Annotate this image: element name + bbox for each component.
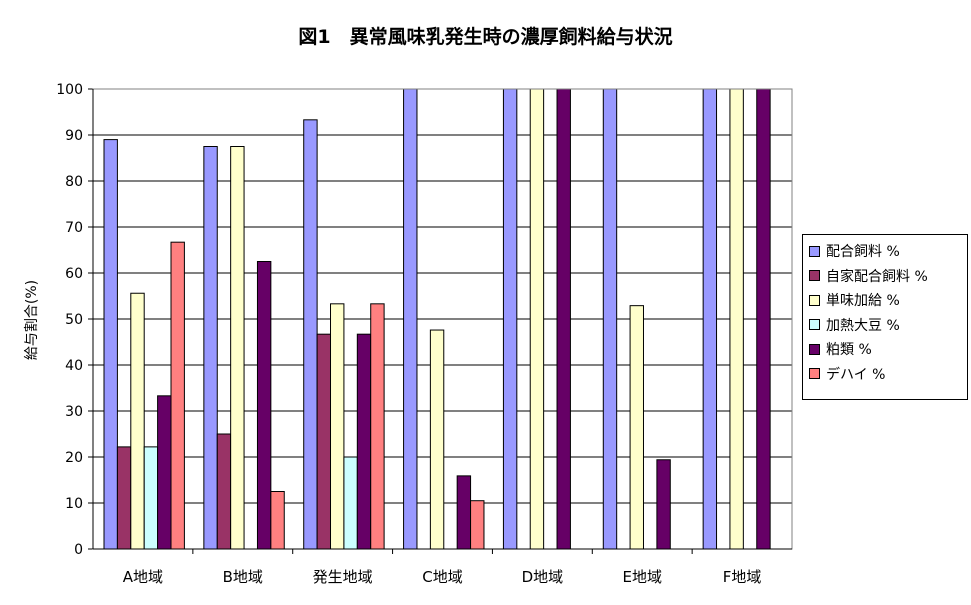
y-tick-label: 100 [56, 82, 83, 98]
legend-swatch [809, 368, 820, 380]
legend: 配合飼料 % 自家配合飼料 % 単味加給 % 加熱大豆 % 粕類 % デハイ % [802, 234, 968, 400]
bar [556, 88, 571, 550]
bar [629, 305, 644, 550]
bar [470, 500, 485, 550]
bar [170, 241, 185, 550]
bar [702, 88, 718, 550]
y-tick-label: 30 [65, 404, 83, 420]
bar [456, 475, 472, 550]
x-tick-label: A地域 [123, 568, 163, 586]
legend-item: デハイ % [809, 362, 967, 387]
legend-label: 自家配合飼料 % [826, 268, 928, 285]
bar [143, 446, 159, 550]
bar [157, 395, 172, 550]
x-tick-label: B地域 [223, 568, 263, 586]
chart-title: 図1 異常風味乳発生時の濃厚飼料給与状況 [298, 26, 673, 48]
bar [230, 146, 245, 550]
bars [103, 88, 771, 550]
legend-label: 加熱大豆 % [826, 317, 900, 334]
legend-item: 粕類 % [809, 337, 967, 362]
legend-item: 加熱大豆 % [809, 313, 967, 338]
bar [403, 88, 418, 550]
bar [502, 88, 518, 550]
y-tick-label: 20 [65, 450, 83, 466]
legend-swatch [809, 270, 820, 282]
bar [316, 333, 332, 550]
bar [116, 446, 132, 550]
legend-swatch [809, 319, 820, 331]
x-tick-label: E地域 [622, 568, 661, 586]
legend-label: 単味加給 % [826, 293, 900, 310]
legend-swatch [809, 294, 820, 306]
x-tick-label: 発生地域 [313, 568, 373, 586]
x-tick-label: D地域 [522, 568, 564, 586]
legend-label: 配合飼料 % [826, 244, 900, 261]
bar [756, 88, 771, 550]
bar [216, 433, 232, 550]
bar [303, 119, 318, 550]
bar [256, 261, 272, 550]
legend-label: 粕類 % [826, 342, 872, 359]
y-tick-label: 50 [65, 312, 83, 328]
y-tick-label: 90 [65, 128, 83, 144]
legend-swatch [809, 343, 820, 355]
bar [602, 88, 618, 550]
legend-label: デハイ % [826, 366, 886, 383]
legend-item: 単味加給 % [809, 288, 967, 313]
x-tick-label: C地域 [422, 568, 462, 586]
tick-labels: 0 10 20 30 40 50 60 70 80 90 100 A地域 B地域 発生地域 C地域 D地域 E地… [56, 82, 761, 586]
legend-item: 自家配合飼料 % [809, 264, 967, 289]
bar [429, 329, 445, 550]
bar [103, 139, 118, 550]
bar [270, 491, 285, 550]
y-tick-label: 10 [65, 496, 83, 512]
legend-swatch [809, 245, 820, 257]
y-tick-label: 0 [74, 542, 83, 558]
bar [370, 303, 385, 550]
bar [729, 88, 744, 550]
bar [343, 456, 358, 550]
y-tick-label: 60 [65, 266, 83, 282]
y-tick-label: 40 [65, 358, 83, 374]
bar [356, 333, 372, 550]
bar [529, 88, 545, 550]
bar [130, 292, 145, 550]
x-tick-label: F地域 [723, 568, 762, 586]
y-tick-label: 80 [65, 174, 83, 190]
y-tick-label: 70 [65, 220, 83, 236]
bar [656, 459, 671, 550]
bar [203, 146, 218, 550]
legend-item: 配合飼料 % [809, 239, 967, 264]
bar [330, 303, 345, 550]
y-axis-label: 給与割合(%) [23, 280, 40, 360]
axes [88, 88, 793, 554]
